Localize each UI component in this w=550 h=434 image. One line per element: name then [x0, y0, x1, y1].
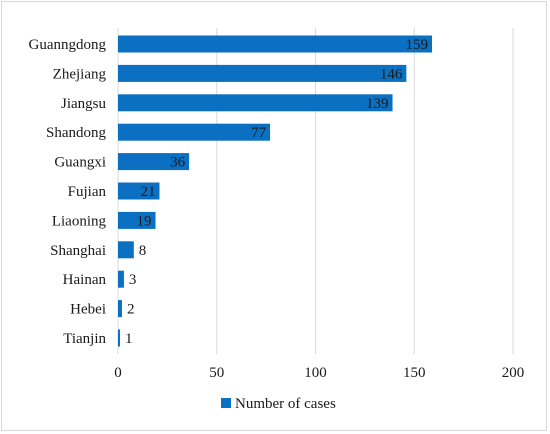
bar — [118, 123, 271, 141]
x-tick-label: 0 — [114, 365, 122, 381]
bar — [118, 182, 160, 200]
x-tick-labels: 0 50 100 150 200 — [114, 365, 524, 381]
category-label: Guangxi — [54, 155, 106, 171]
data-label: 8 — [139, 243, 147, 259]
x-tick-label: 100 — [304, 365, 327, 381]
gridlines — [117, 28, 514, 354]
data-label: 21 — [140, 184, 155, 200]
x-tick-label: 50 — [209, 365, 224, 381]
category-label: Shandong — [46, 125, 107, 141]
x-tick-label: 200 — [502, 365, 525, 381]
category-label: Hebei — [70, 302, 106, 318]
data-label: 159 — [406, 37, 429, 53]
data-label: 77 — [251, 125, 267, 141]
bar — [118, 35, 433, 53]
category-label: Fujian — [68, 184, 107, 200]
data-label: 3 — [129, 272, 137, 288]
category-labels: Guanngdong Zhejiang Jiangsu Shandong Guangxi… — [29, 37, 107, 347]
bar — [118, 300, 122, 318]
bar — [118, 270, 124, 288]
legend: Number of cases — [221, 396, 336, 412]
bar — [118, 241, 134, 259]
category-label: Jiangsu — [61, 96, 107, 112]
bar — [118, 329, 120, 347]
bar — [118, 211, 156, 229]
data-label: 139 — [366, 96, 389, 112]
data-label: 146 — [380, 66, 403, 82]
data-label: 1 — [125, 331, 133, 347]
category-label: Tianjin — [63, 331, 106, 347]
bar — [118, 94, 393, 112]
data-label: 19 — [137, 213, 152, 229]
x-tick-label: 150 — [403, 365, 426, 381]
bars — [118, 35, 433, 347]
bar — [118, 153, 190, 171]
data-label: 2 — [127, 302, 135, 318]
legend-swatch — [221, 398, 231, 408]
category-label: Liaoning — [52, 213, 107, 229]
category-label: Zhejiang — [53, 66, 107, 82]
category-label: Shanghai — [50, 243, 106, 259]
category-label: Hainan — [63, 272, 107, 288]
category-label: Guanngdong — [29, 37, 107, 53]
data-label: 36 — [170, 155, 186, 171]
bar — [118, 64, 407, 82]
legend-label: Number of cases — [235, 396, 336, 412]
